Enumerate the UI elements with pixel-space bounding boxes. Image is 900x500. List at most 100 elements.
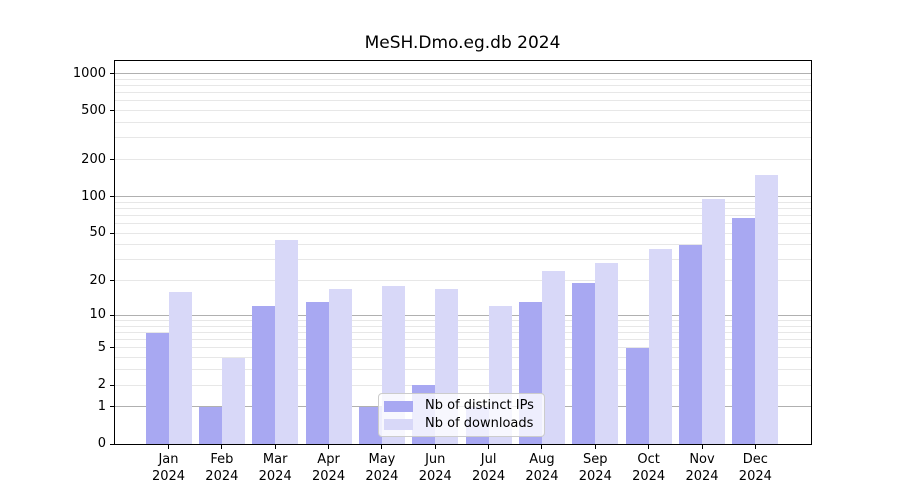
bar-downloads-oct — [648, 248, 672, 444]
minor-gridline — [115, 347, 811, 349]
y-tick-label: 5 — [97, 339, 106, 355]
minor-gridline — [115, 384, 811, 386]
bar-downloads-nov — [702, 198, 725, 444]
y-tick — [110, 443, 114, 445]
minor-gridline — [115, 332, 811, 333]
x-tick — [488, 445, 490, 449]
bar-ips-mar — [252, 306, 276, 444]
x-tick — [168, 445, 169, 449]
legend-label-downloads: Nb of downloads — [425, 416, 534, 431]
x-tick-label: Jul 2024 — [472, 452, 506, 484]
x-tick-label: Dec 2024 — [738, 452, 772, 484]
x-tick — [274, 445, 276, 449]
x-tick — [701, 445, 703, 449]
y-tick-label: 10 — [89, 307, 106, 323]
minor-gridline — [115, 92, 811, 94]
y-tick — [110, 196, 114, 198]
legend-item-distinct-ips: Nb of distinct IPs — [384, 398, 536, 414]
y-tick — [110, 110, 114, 112]
minor-gridline — [115, 100, 811, 102]
y-tick — [110, 384, 114, 386]
bar-downloads-aug — [541, 271, 565, 444]
legend-item-downloads: Nb of downloads — [384, 416, 536, 432]
x-tick-label: Jun 2024 — [418, 452, 452, 484]
minor-gridline — [115, 85, 811, 86]
bar-downloads-feb — [221, 357, 245, 444]
minor-gridline — [115, 259, 811, 261]
minor-gridline — [115, 244, 811, 246]
minor-gridline — [115, 357, 811, 359]
y-tick — [110, 232, 114, 234]
minor-gridline — [115, 280, 811, 282]
bar-ips-may — [358, 406, 382, 444]
y-tick-label: 500 — [81, 102, 106, 118]
x-tick-label: May 2024 — [365, 452, 399, 484]
legend: Nb of distinct IPs Nb of downloads — [378, 393, 545, 437]
x-tick-label: Feb 2024 — [205, 452, 239, 484]
legend-swatch-downloads — [384, 418, 413, 430]
y-axis-line — [114, 60, 115, 445]
x-tick-label: Sep 2024 — [578, 452, 612, 484]
minor-gridline — [115, 223, 811, 225]
minor-gridline — [115, 137, 811, 139]
x-tick-label: Mar 2024 — [258, 452, 292, 484]
minor-gridline — [115, 78, 811, 80]
x-tick — [648, 445, 650, 449]
minor-gridline — [115, 159, 811, 161]
x-tick — [541, 445, 543, 449]
bar-ips-nov — [679, 244, 702, 444]
minor-gridline — [115, 201, 811, 203]
x-tick — [328, 445, 330, 449]
minor-gridline — [115, 214, 811, 216]
bar-ips-oct — [625, 347, 649, 444]
y-tick-label: 100 — [81, 188, 106, 204]
bar-ips-feb — [198, 406, 222, 444]
bar-downloads-mar — [275, 239, 299, 444]
minor-gridline — [115, 110, 811, 112]
y-tick — [110, 406, 114, 408]
x-tick — [594, 445, 596, 449]
major-gridline — [115, 314, 811, 316]
bar-ips-dec — [732, 217, 756, 444]
bar-downloads-jan — [168, 292, 192, 444]
minor-gridline — [115, 232, 811, 234]
bar-ips-sep — [572, 283, 596, 444]
y-tick — [110, 280, 114, 282]
x-tick — [221, 445, 223, 449]
x-tick-label: Aug 2024 — [525, 452, 559, 484]
y-tick-label: 0 — [97, 436, 106, 451]
x-tick-label: Nov 2024 — [685, 452, 719, 484]
legend-label-ips: Nb of distinct IPs — [425, 398, 534, 413]
y-tick — [110, 159, 114, 161]
major-gridline — [115, 73, 811, 75]
minor-gridline — [115, 320, 811, 322]
minor-gridline — [115, 122, 811, 124]
x-axis-line — [114, 444, 812, 445]
y-tick-label: 1000 — [72, 65, 106, 81]
y-tick-label: 1 — [97, 398, 106, 414]
minor-gridline — [115, 339, 811, 341]
x-tick-label: Jan 2024 — [151, 452, 186, 484]
major-gridline — [115, 196, 811, 198]
axis-spine-right — [811, 60, 812, 445]
y-tick — [110, 73, 114, 75]
bar-downloads-dec — [755, 175, 779, 444]
minor-gridline — [115, 325, 811, 327]
bar-ips-apr — [305, 302, 329, 444]
y-tick-label: 20 — [89, 272, 106, 288]
x-tick — [434, 445, 436, 449]
minor-gridline — [115, 207, 811, 209]
x-tick-label: Apr 2024 — [312, 452, 346, 484]
bar-ips-jan — [145, 332, 169, 444]
y-tick-label: 200 — [81, 151, 106, 167]
bar-downloads-apr — [328, 289, 352, 444]
minor-gridline — [115, 369, 811, 371]
y-tick — [110, 347, 114, 349]
axis-spine-top — [114, 60, 812, 61]
y-tick-label: 2 — [97, 377, 106, 393]
y-tick-label: 50 — [89, 225, 106, 241]
legend-swatch-ips — [384, 400, 413, 412]
x-tick-label: Oct 2024 — [632, 452, 666, 484]
y-tick — [110, 314, 114, 316]
